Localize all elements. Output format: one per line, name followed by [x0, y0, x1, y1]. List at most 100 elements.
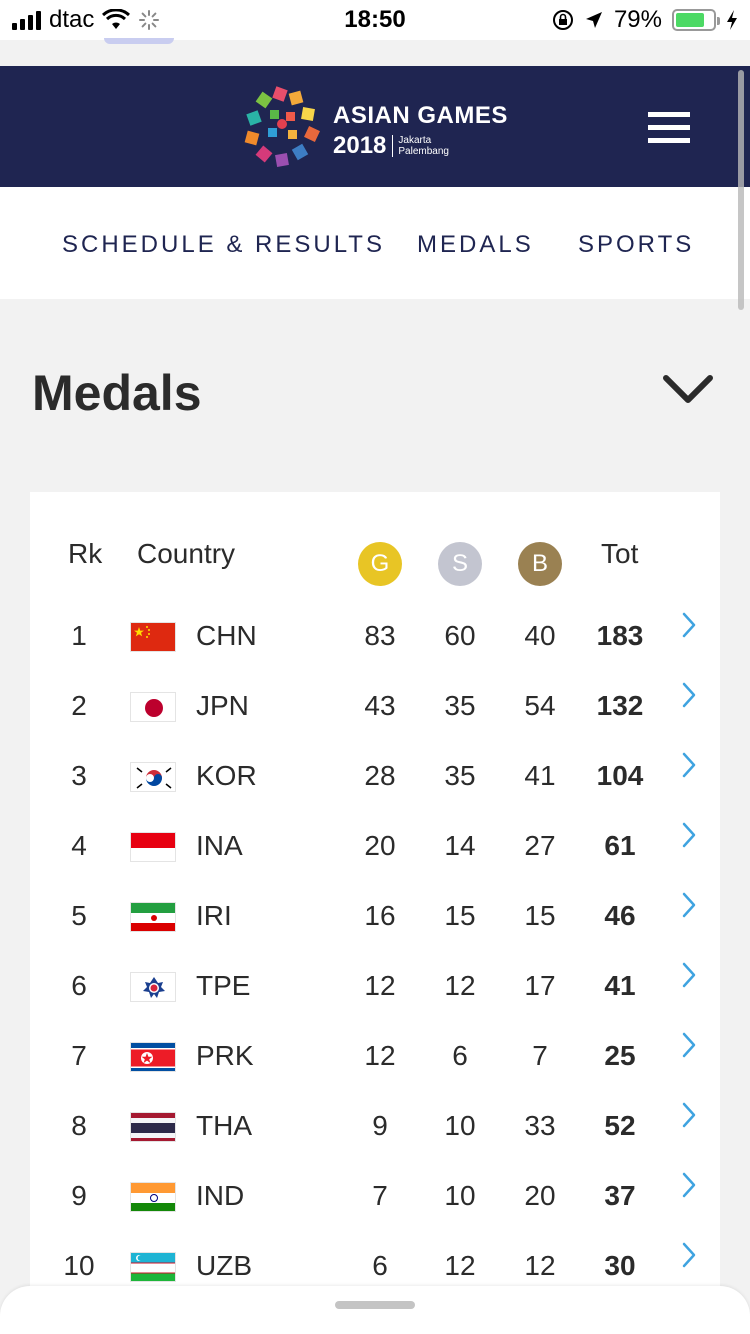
total-count: 132 — [596, 690, 644, 721]
country-code[interactable]: INA — [196, 830, 243, 861]
silver-medal-icon: S — [438, 542, 482, 586]
bronze-count: 33 — [524, 1110, 556, 1141]
site-header: ASIAN GAMES 2018 Jakarta Palembang — [0, 66, 750, 187]
rank-cell: 1 — [71, 620, 87, 651]
chevron-right-icon[interactable] — [682, 962, 696, 988]
country-code[interactable]: KOR — [196, 760, 257, 791]
total-count: 52 — [604, 1110, 636, 1141]
table-row[interactable]: 2 JPN 43 35 54 132 — [30, 682, 720, 760]
status-bar: dtac 18:50 79% — [0, 0, 750, 40]
chevron-right-icon[interactable] — [682, 612, 696, 638]
chevron-right-icon[interactable] — [682, 822, 696, 848]
total-count: 37 — [604, 1180, 636, 1211]
chevron-down-icon[interactable] — [662, 374, 714, 406]
country-code[interactable]: IND — [196, 1180, 245, 1211]
chevron-right-icon[interactable] — [682, 752, 696, 778]
chevron-right-icon[interactable] — [682, 1242, 696, 1268]
carrier-label: dtac — [49, 6, 95, 33]
table-row[interactable]: 8 THA 9 10 33 52 — [30, 1102, 720, 1180]
country-code[interactable]: PRK — [196, 1040, 254, 1071]
silver-count: 15 — [444, 900, 476, 931]
silver-count: 10 — [444, 1180, 476, 1211]
home-indicator[interactable] — [335, 1301, 415, 1309]
table-row[interactable]: 1 CHN 83 60 40 183 — [30, 612, 720, 690]
table-row[interactable]: 6 TPE 12 12 17 41 — [30, 962, 720, 1040]
url-bar-handle — [104, 38, 174, 44]
table-row[interactable]: 4 INA 20 14 27 61 — [30, 822, 720, 900]
chevron-right-icon[interactable] — [682, 1102, 696, 1128]
status-right: 79% — [552, 6, 738, 34]
total-count: 104 — [596, 760, 644, 791]
table-row[interactable]: 10 UZB 6 12 12 30 — [30, 1242, 720, 1320]
total-count: 30 — [604, 1250, 636, 1281]
total-count: 61 — [604, 830, 636, 861]
gold-count: 16 — [364, 900, 396, 931]
silver-count: 12 — [444, 970, 476, 1001]
hamburger-menu-icon[interactable] — [648, 112, 690, 144]
north-korea-flag-icon — [130, 1042, 176, 1072]
china-flag-icon — [130, 622, 176, 652]
status-time: 18:50 — [344, 6, 406, 33]
country-code[interactable]: JPN — [196, 690, 249, 721]
uzbekistan-flag-icon — [130, 1252, 176, 1282]
silver-count: 35 — [444, 760, 476, 791]
table-row[interactable]: 3 KOR 28 35 41 104 — [30, 752, 720, 830]
status-left: dtac — [12, 6, 160, 34]
bronze-count: 17 — [524, 970, 556, 1001]
gold-count: 12 — [364, 1040, 396, 1071]
country-code[interactable]: THA — [196, 1110, 252, 1141]
table-row[interactable]: 9 IND 7 10 20 37 — [30, 1172, 720, 1250]
indonesia-flag-icon — [130, 832, 176, 862]
iran-flag-icon — [130, 902, 176, 932]
nav-schedule-results[interactable]: SCHEDULE & RESULTS — [62, 231, 385, 258]
main-nav: SCHEDULE & RESULTS MEDALS SPORTS — [0, 187, 750, 299]
charging-bolt-icon — [727, 10, 737, 30]
gold-count: 28 — [364, 760, 396, 791]
silver-count: 6 — [452, 1040, 468, 1071]
silver-count: 60 — [444, 620, 476, 651]
gold-count: 43 — [364, 690, 396, 721]
table-row[interactable]: 5 IRI 16 15 15 46 — [30, 892, 720, 970]
total-count: 46 — [604, 900, 636, 931]
orientation-lock-icon — [552, 10, 573, 30]
country-code[interactable]: CHN — [196, 620, 257, 651]
chevron-right-icon[interactable] — [682, 1172, 696, 1198]
header-country: Country — [137, 538, 236, 569]
page-title: Medals — [32, 365, 202, 421]
chevron-right-icon[interactable] — [682, 682, 696, 708]
bronze-count: 41 — [524, 760, 556, 791]
country-code[interactable]: TPE — [196, 970, 251, 1001]
india-flag-icon — [130, 1182, 176, 1212]
gold-medal-icon: G — [358, 542, 402, 586]
nav-sports[interactable]: SPORTS — [578, 231, 695, 258]
signal-icon — [12, 10, 41, 30]
chevron-right-icon[interactable] — [682, 1032, 696, 1058]
silver-count: 14 — [444, 830, 476, 861]
total-count: 25 — [604, 1040, 636, 1071]
bronze-count: 54 — [524, 690, 556, 721]
header-total: Tot — [601, 538, 639, 569]
asian-games-logo-icon[interactable] — [244, 86, 322, 170]
scrollbar[interactable] — [738, 70, 744, 310]
rank-cell: 6 — [71, 970, 87, 1001]
rank-cell: 9 — [71, 1180, 87, 1211]
country-code[interactable]: IRI — [196, 900, 232, 931]
logo-title: ASIAN GAMES — [333, 102, 508, 129]
rank-cell: 4 — [71, 830, 87, 861]
bronze-count: 40 — [524, 620, 556, 651]
bronze-count: 12 — [524, 1250, 556, 1281]
bottom-toolbar — [0, 1286, 750, 1334]
bronze-count: 20 — [524, 1180, 556, 1211]
table-row[interactable]: 7 PRK 12 6 7 25 — [30, 1032, 720, 1110]
gold-count: 20 — [364, 830, 396, 861]
gold-count: 12 — [364, 970, 396, 1001]
loading-spinner-icon — [139, 10, 160, 30]
battery-icon — [672, 9, 720, 31]
country-code[interactable]: UZB — [196, 1250, 252, 1281]
rank-cell: 3 — [71, 760, 87, 791]
logo-wordmark: ASIAN GAMES 2018 Jakarta Palembang — [333, 102, 508, 160]
nav-medals[interactable]: MEDALS — [417, 231, 534, 258]
chevron-right-icon[interactable] — [682, 892, 696, 918]
battery-percent: 79% — [613, 6, 662, 33]
total-count: 41 — [604, 970, 636, 1001]
